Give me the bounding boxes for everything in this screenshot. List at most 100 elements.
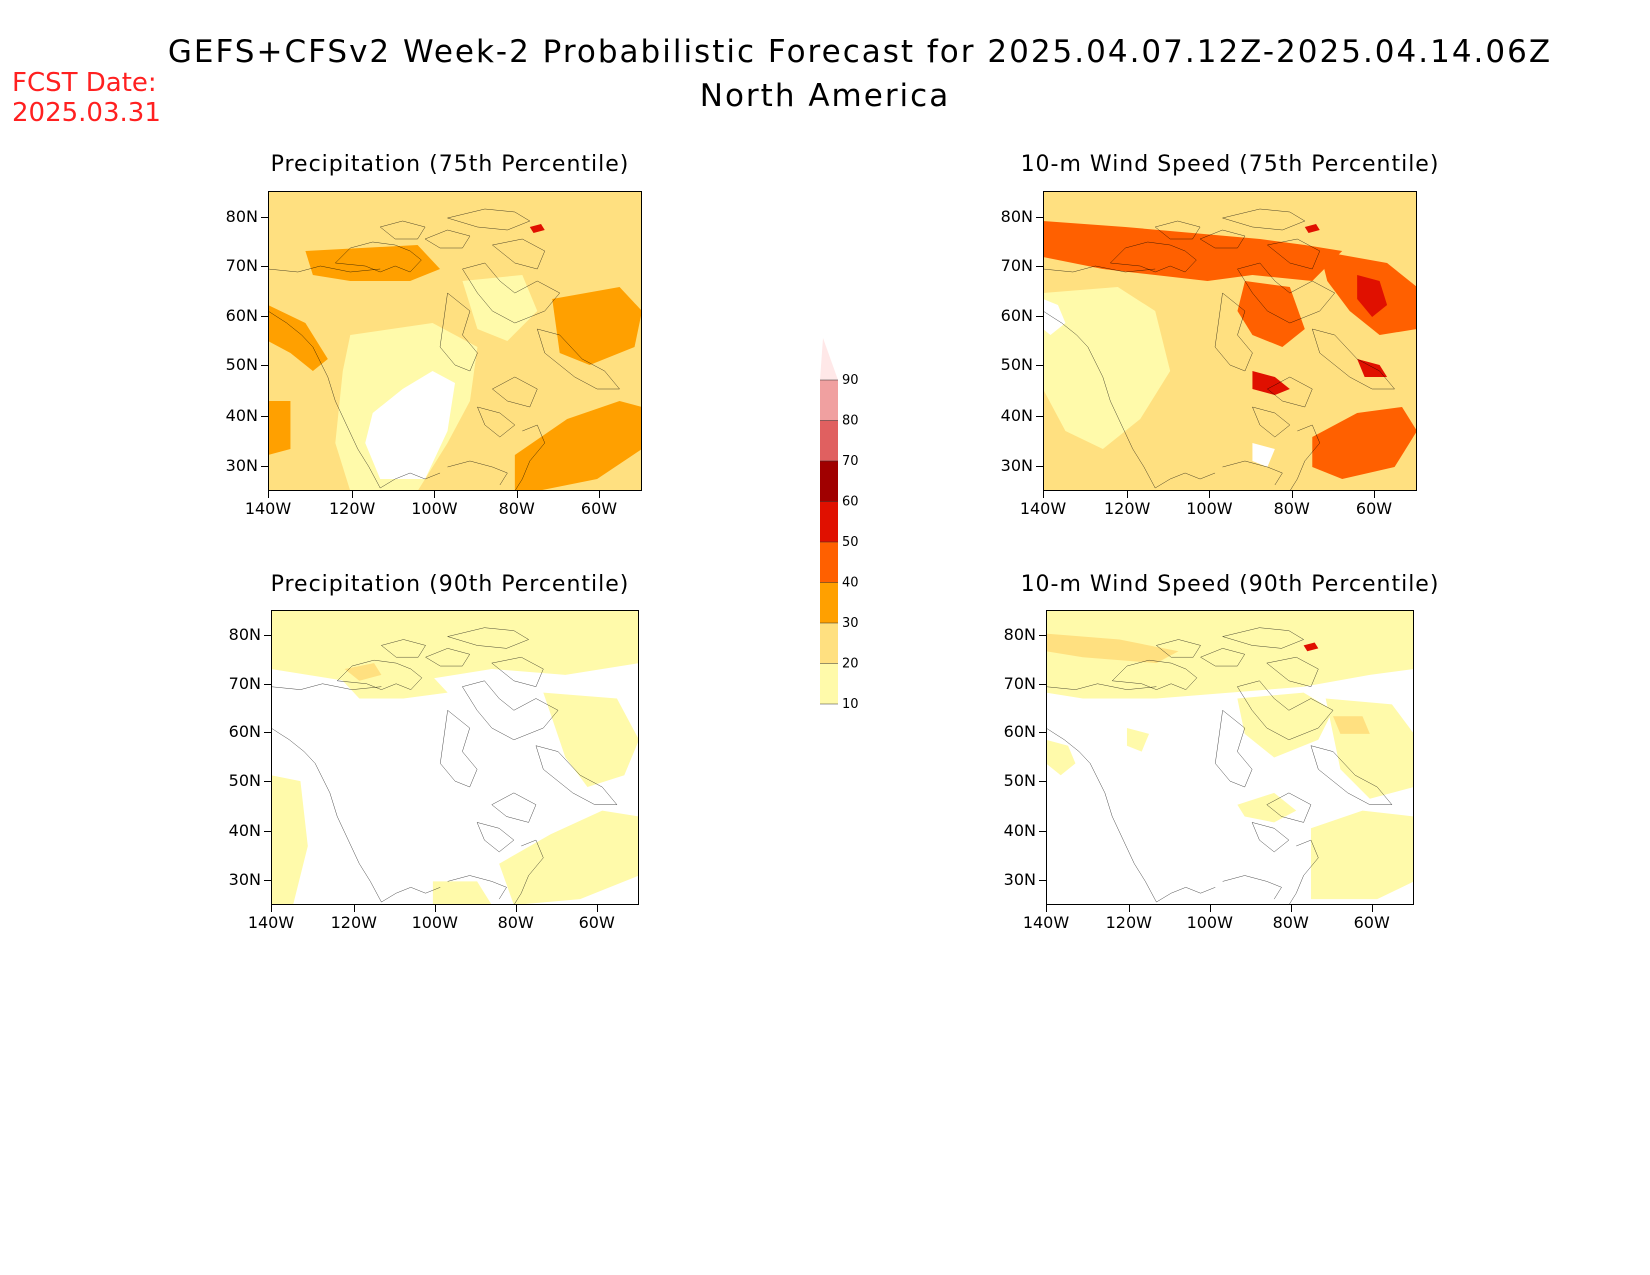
probability-shading bbox=[1043, 221, 1343, 281]
coastline bbox=[1043, 266, 1155, 272]
map-canvas bbox=[268, 191, 642, 491]
coastline bbox=[1223, 876, 1282, 900]
lon-tick bbox=[434, 905, 436, 912]
probability-shading bbox=[1043, 299, 1066, 335]
lat-tick bbox=[261, 216, 268, 218]
probability-shading bbox=[1303, 642, 1319, 652]
lat-tick-label: 70N bbox=[225, 256, 258, 275]
lon-tick bbox=[434, 491, 436, 498]
lat-tick-label: 50N bbox=[1003, 771, 1036, 791]
probability-shading bbox=[1312, 407, 1417, 479]
coastline bbox=[1252, 822, 1289, 852]
lat-tick bbox=[261, 315, 268, 317]
lon-tick-label: 140W bbox=[1022, 913, 1070, 932]
lat-tick-label: 60N bbox=[1003, 722, 1036, 742]
probability-shading bbox=[305, 245, 441, 281]
coastline bbox=[462, 681, 558, 740]
probability-shading bbox=[1046, 633, 1179, 664]
lat-tick bbox=[264, 732, 271, 734]
lat-tick-label: 70N bbox=[1003, 673, 1036, 693]
lon-tick bbox=[1046, 905, 1047, 912]
lon-tick bbox=[353, 905, 355, 912]
lat-tick-label: 40N bbox=[225, 406, 258, 425]
lon-tick bbox=[1291, 491, 1293, 498]
coastline bbox=[1112, 660, 1197, 690]
coastline bbox=[1200, 230, 1245, 248]
coastline bbox=[271, 728, 381, 902]
colorbar-level-label: 90 bbox=[842, 373, 859, 388]
panel-title-wind-75: 10-m Wind Speed (75th Percentile) bbox=[1020, 152, 1440, 177]
coastline bbox=[1215, 710, 1252, 787]
lat-tick bbox=[1039, 781, 1046, 783]
probability-shading bbox=[1252, 443, 1275, 467]
page-title: GEFS+CFSv2 Week-2 Probabilistic Forecast… bbox=[167, 34, 1553, 70]
lat-tick-label: 30N bbox=[1000, 455, 1033, 475]
lon-tick bbox=[268, 491, 269, 498]
lon-tick bbox=[1043, 491, 1044, 498]
probability-shading bbox=[1046, 610, 1414, 699]
probability-shading bbox=[1046, 739, 1076, 776]
colorbar-svg: 10 20 30 40 50 60 70 80 90 bbox=[820, 338, 859, 744]
colorbar-level-label: 80 bbox=[842, 414, 859, 429]
coastline bbox=[492, 657, 544, 687]
coastline bbox=[381, 887, 440, 902]
coastline bbox=[448, 628, 529, 649]
probability-shading bbox=[1304, 224, 1320, 233]
lon-tick bbox=[1128, 905, 1130, 912]
lat-tick-label: 70N bbox=[228, 673, 261, 693]
lon-tick-label: 60W bbox=[1353, 913, 1390, 932]
lon-tick bbox=[1373, 491, 1375, 498]
lon-tick bbox=[1209, 905, 1211, 912]
lat-tick bbox=[1036, 216, 1043, 218]
coastline bbox=[477, 822, 514, 852]
lon-tick bbox=[352, 491, 354, 498]
colorbar-segment bbox=[820, 501, 838, 542]
probability-shading bbox=[1043, 287, 1171, 449]
lat-tick bbox=[264, 879, 271, 881]
coastline bbox=[515, 425, 545, 491]
probability-shading bbox=[1252, 371, 1290, 395]
probability-shading bbox=[268, 401, 291, 455]
lon-tick bbox=[596, 905, 598, 912]
coastline bbox=[335, 242, 421, 272]
coastline bbox=[462, 263, 559, 323]
map-wind-90 bbox=[1046, 610, 1414, 905]
coastline bbox=[268, 266, 380, 272]
lon-tick-label: 140W bbox=[1019, 499, 1067, 518]
colorbar-segment bbox=[820, 582, 838, 623]
page-subtitle: North America bbox=[699, 78, 951, 114]
colorbar-level-label: 10 bbox=[842, 697, 859, 712]
colorbar-level-label: 40 bbox=[842, 576, 859, 591]
lat-tick bbox=[264, 781, 271, 783]
coastline bbox=[1156, 887, 1215, 902]
lat-tick bbox=[1039, 879, 1046, 881]
lon-tick-label: 140W bbox=[247, 913, 295, 932]
coastline bbox=[1110, 242, 1196, 272]
coastline bbox=[1252, 407, 1289, 437]
coastline bbox=[536, 746, 617, 805]
coastline bbox=[440, 710, 477, 787]
colorbar-segment bbox=[820, 663, 838, 704]
panel-title-precip-75: Precipitation (75th Percentile) bbox=[270, 152, 630, 177]
lon-tick-label: 80W bbox=[1273, 499, 1310, 518]
coastline bbox=[1046, 728, 1156, 902]
colorbar-top-extension bbox=[820, 338, 838, 380]
probability-shading bbox=[432, 881, 492, 905]
probability-shading bbox=[1333, 716, 1370, 734]
coastline bbox=[448, 876, 507, 900]
colorbar-bottom-extension bbox=[820, 704, 838, 744]
probability-shading bbox=[462, 275, 538, 341]
probability-shading bbox=[271, 610, 639, 681]
colorbar-segment bbox=[820, 461, 838, 502]
coastline bbox=[1043, 311, 1155, 488]
coastline bbox=[425, 230, 470, 248]
lon-tick-label: 80W bbox=[1272, 913, 1309, 932]
coastline bbox=[492, 793, 536, 823]
coastline bbox=[448, 461, 508, 485]
coastline bbox=[1267, 239, 1319, 269]
coastline bbox=[1046, 684, 1156, 690]
probability-shading bbox=[268, 305, 328, 371]
probability-shading bbox=[1237, 281, 1305, 347]
lon-tick-label: 100W bbox=[411, 913, 458, 932]
lon-tick-label: 120W bbox=[330, 913, 377, 932]
